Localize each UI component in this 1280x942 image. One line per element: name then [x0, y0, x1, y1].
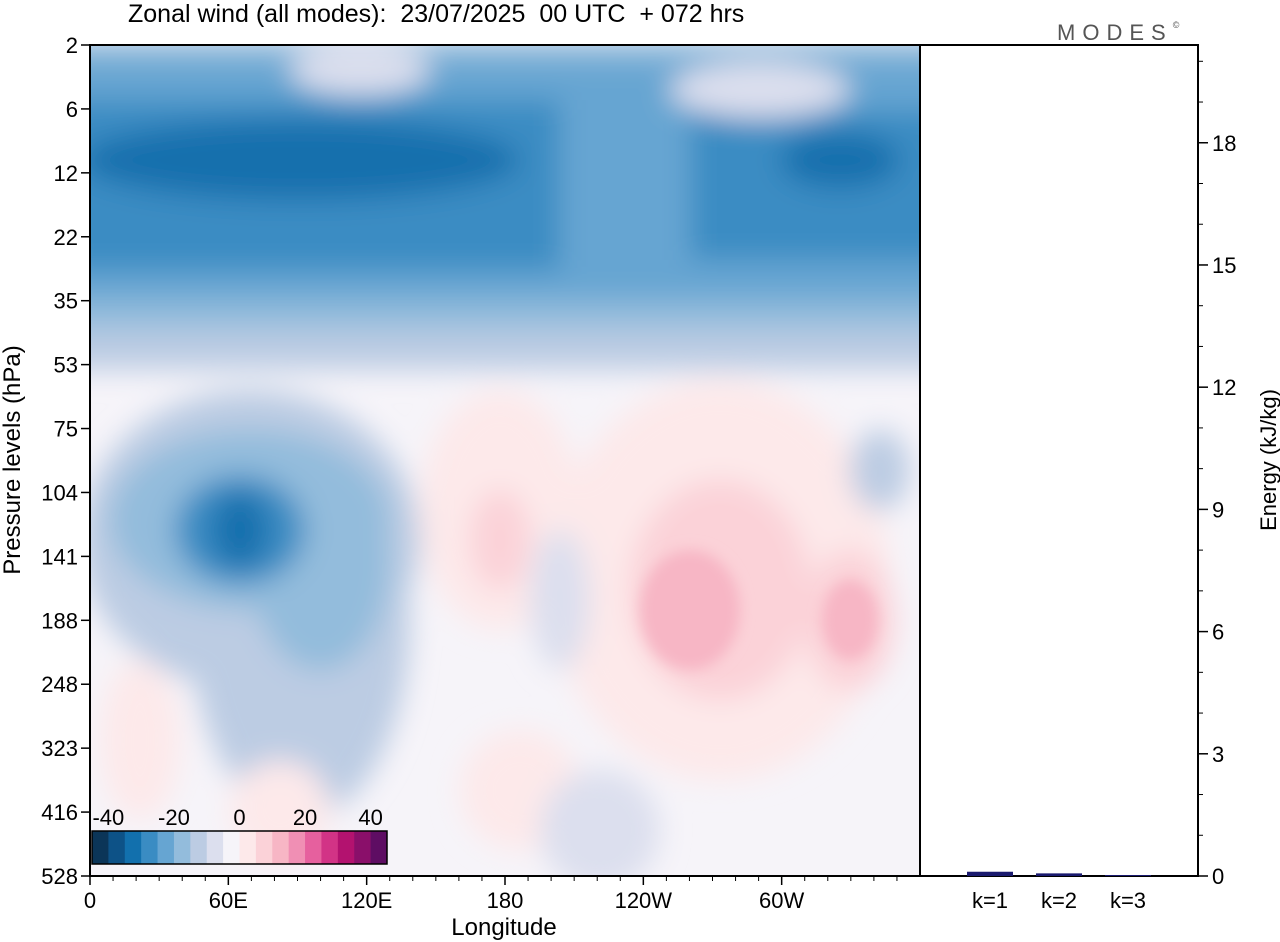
colorbar-tick-label: 40: [358, 805, 382, 830]
energy-tick-label: 15: [1212, 253, 1236, 278]
x-tick-label: 0: [84, 888, 96, 913]
colorbar-swatch: [354, 831, 372, 864]
energy-axes: k=1 k=2 k=3 0 3 6 9 12 15 18: [972, 60, 1236, 913]
y-tick-label: 53: [54, 353, 78, 378]
energy-tick-label: 12: [1212, 375, 1236, 400]
energy-panel-frame: [919, 44, 1199, 877]
y-tick-label: 528: [41, 864, 78, 889]
y-tick-label: 323: [41, 736, 78, 761]
modes-logo: MODES©: [1057, 20, 1180, 45]
colorbar-swatch: [272, 831, 290, 864]
y-tick-label: 104: [41, 480, 78, 505]
colorbar-swatch: [370, 831, 388, 864]
y-tick-label: 12: [54, 161, 78, 186]
y-tick-label: 2: [66, 33, 78, 58]
colorbar-frame: [91, 830, 388, 865]
y-tick-label: 75: [54, 417, 78, 442]
y-tick-label: 141: [41, 544, 78, 569]
bar-category-label: k=3: [1110, 888, 1146, 913]
energy-bar: [967, 871, 1013, 876]
colorbar-tick-label: 0: [233, 805, 245, 830]
colorbar-swatch: [92, 831, 109, 864]
y-tick-label: 6: [66, 97, 78, 122]
colorbar-swatch: [206, 831, 224, 864]
chart-title: Zonal wind (all modes): 23/07/2025 00 UT…: [128, 0, 745, 28]
y-tick-label: 248: [41, 672, 78, 697]
y-tick-label: 35: [54, 289, 78, 314]
colorbar-tick-label: -20: [158, 805, 190, 830]
energy-tick-label: 6: [1212, 620, 1224, 645]
energy-bars: [967, 871, 1151, 876]
x-axis-label: Longitude: [451, 914, 556, 941]
zonal-wind-heatmap: [90, 45, 920, 876]
colorbar-swatch: [141, 831, 159, 864]
energy-tick-label: 18: [1212, 131, 1236, 156]
y-tick-label: 188: [41, 608, 78, 633]
energy-tick-label: 9: [1212, 497, 1224, 522]
colorbar-swatch: [305, 831, 322, 864]
colorbar-swatch: [190, 831, 208, 864]
x-tick-label: 120E: [341, 888, 392, 913]
colorbar-swatch: [255, 831, 273, 864]
colorbar-swatch: [173, 831, 191, 864]
colorbar-swatch: [288, 831, 306, 864]
bar-category-label: k=2: [1041, 888, 1077, 913]
x-tick-label: 60E: [209, 888, 248, 913]
colorbar-swatch: [157, 831, 175, 864]
colorbar-swatch: [108, 831, 126, 864]
colorbar-swatch: [321, 831, 339, 864]
energy-bar: [1036, 873, 1082, 876]
brand-name: MODES: [1057, 20, 1173, 45]
colorbar: -40 -20 0 20 40: [91, 805, 388, 865]
bar-category-label: k=1: [972, 888, 1008, 913]
colorbar-tick-label: 20: [293, 805, 317, 830]
x-tick-label: 60W: [759, 888, 804, 913]
x-tick-label: 120W: [615, 888, 673, 913]
energy-bar: [1105, 875, 1151, 876]
colorbar-swatch: [239, 831, 257, 864]
energy-tick-label: 0: [1212, 864, 1224, 889]
x-tick-label: 180: [487, 888, 524, 913]
y-tick-label: 22: [54, 225, 78, 250]
colorbar-swatch: [124, 831, 142, 864]
heatmap-axes: 0 60E 120E 180 120W 60W 2 6 12 22 35 53 75 104 141 188 2…: [41, 33, 898, 913]
energy-axis-label: Energy (kJ/kg): [1256, 389, 1280, 531]
y-tick-label: 416: [41, 800, 78, 825]
energy-tick-label: 3: [1212, 742, 1224, 767]
y-axis-label: Pressure levels (hPa): [0, 345, 26, 574]
colorbar-swatch: [223, 831, 240, 864]
colorbar-swatch: [337, 831, 355, 864]
colorbar-tick-label: -40: [92, 805, 124, 830]
